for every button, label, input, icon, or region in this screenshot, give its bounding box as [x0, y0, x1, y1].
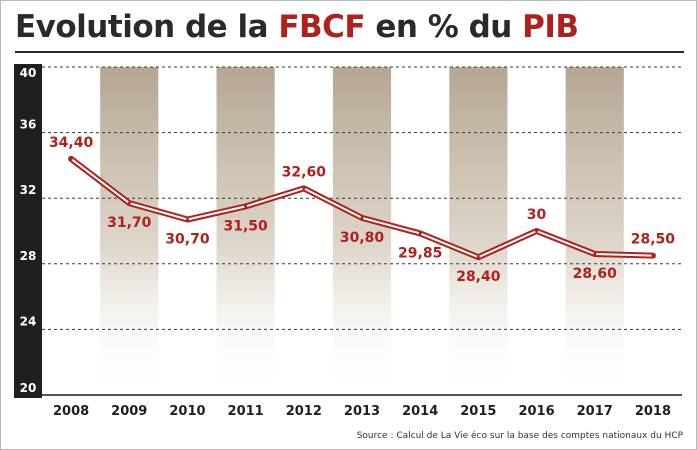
shaded-column-2013 — [332, 67, 392, 395]
data-label-2018: 28,50 — [631, 232, 676, 248]
x-tick-label-2017: 2017 — [577, 404, 613, 419]
y-tick-label-28: 28 — [20, 249, 37, 263]
y-tick-label-24: 24 — [20, 314, 37, 328]
y-tick-label-36: 36 — [20, 118, 37, 132]
data-point-2011 — [244, 204, 248, 208]
x-tick-label-2010: 2010 — [169, 404, 205, 419]
y-tick-label-40: 40 — [20, 66, 37, 80]
data-point-2018 — [651, 254, 655, 258]
x-tick-label-2013: 2013 — [344, 404, 380, 419]
data-point-2016 — [535, 229, 539, 233]
title-part-2: en % du — [365, 9, 523, 45]
data-point-2009 — [127, 201, 131, 205]
x-tick-label-2015: 2015 — [460, 404, 496, 419]
shaded-column-2009 — [100, 67, 159, 395]
source-note: Source : Calcul de La Vie éco sur la bas… — [356, 431, 683, 441]
y-axis-bar — [14, 64, 42, 398]
data-point-2010 — [185, 218, 189, 222]
data-point-2014 — [418, 231, 422, 235]
data-label-2008: 34,40 — [49, 135, 94, 151]
data-label-2010: 30,70 — [165, 232, 210, 248]
y-tick-label-20: 20 — [20, 381, 37, 395]
data-point-2012 — [302, 186, 306, 190]
data-label-2015: 28,40 — [456, 269, 501, 285]
x-tick-label-2008: 2008 — [53, 404, 89, 419]
data-label-2009: 31,70 — [107, 215, 152, 231]
data-label-2012: 32,60 — [282, 164, 327, 180]
data-point-2015 — [476, 255, 480, 259]
data-label-2014: 29,85 — [398, 245, 442, 261]
title-part-1: Evolution de la — [15, 9, 279, 45]
x-tick-label-2012: 2012 — [286, 404, 322, 419]
data-point-2013 — [360, 216, 364, 220]
data-label-2017: 28,60 — [573, 266, 618, 282]
x-tick-label-2016: 2016 — [518, 404, 554, 419]
data-point-2017 — [593, 252, 597, 256]
y-tick-label-32: 32 — [20, 183, 37, 197]
x-tick-label-2018: 2018 — [635, 404, 671, 419]
x-tick-label-2014: 2014 — [402, 404, 438, 419]
shaded-column-2015 — [449, 67, 508, 395]
title-accent-pib: PIB — [522, 9, 579, 45]
chart-title: Evolution de la FBCF en % du PIB — [15, 9, 579, 45]
shaded-column-2011 — [216, 67, 275, 395]
data-label-2013: 30,80 — [340, 230, 385, 246]
x-tick-label-2011: 2011 — [228, 404, 264, 419]
title-accent-fbcf: FBCF — [278, 9, 366, 45]
x-tick-label-2009: 2009 — [111, 404, 147, 419]
data-point-2008 — [69, 157, 73, 161]
data-label-2011: 31,50 — [223, 218, 268, 234]
title-rule — [15, 51, 684, 53]
data-label-2016: 30 — [527, 207, 547, 223]
shaded-column-2017 — [565, 67, 624, 395]
